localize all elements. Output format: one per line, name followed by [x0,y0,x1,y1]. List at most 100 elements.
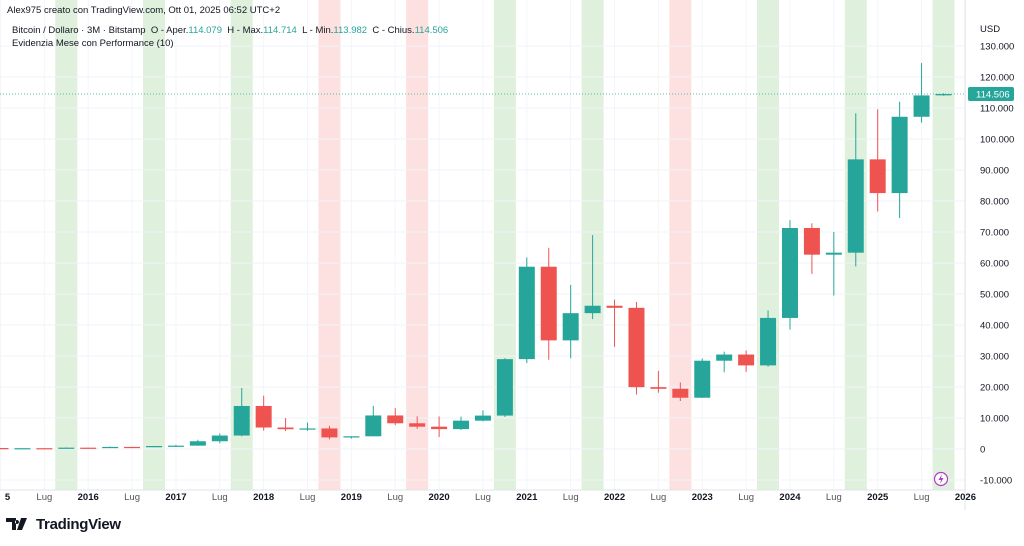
time-tick-label: 2021 [516,492,538,503]
logo-text: TradingView [36,516,121,533]
candle-body [869,159,886,194]
candle-body [36,448,53,450]
candle-body [496,359,513,416]
highlight-band [230,0,253,490]
candle-body [167,445,184,447]
candle-body [321,428,338,438]
highlight-band [932,0,955,490]
time-tick-label: 2024 [779,492,801,503]
candle-body [14,448,31,450]
candle-body [409,423,426,427]
candle-body [847,159,864,253]
candle-body [518,266,535,360]
price-tick-label: 80.000 [980,197,1009,208]
candle-body [891,116,908,194]
open-value: 114.079 [188,25,222,36]
price-tick-label: 60.000 [980,259,1009,270]
time-tick-label: 2017 [165,492,186,503]
time-tick-label: Lug [36,492,52,503]
time-tick-label: Lug [124,492,140,503]
time-tick-label: Lug [914,492,930,503]
highlight-band [757,0,780,490]
symbol-title[interactable]: Bitcoin / Dollaro · 3M · Bitstamp [12,25,146,36]
candle-body [716,354,733,361]
currency-label: USD [980,24,1000,35]
candle-body [80,447,97,449]
legend: Bitcoin / Dollaro · 3M · Bitstamp O - Ap… [12,24,448,50]
price-tick-label: 30.000 [980,352,1009,363]
highlight-band [318,0,341,490]
price-tick-label: 100.000 [980,135,1014,146]
candle-body [255,405,272,428]
time-tick-label: Lug [650,492,666,503]
candle-body [365,415,382,437]
price-tick-label: 40.000 [980,321,1009,332]
time-tick-label: Lug [212,492,228,503]
candle-body [343,436,360,438]
time-tick-label: 2025 [867,492,889,503]
time-tick-label: 2022 [604,492,625,503]
candle-body [825,252,842,255]
candle-body [694,360,711,398]
candle-body [672,388,689,398]
price-tick-label: 90.000 [980,166,1009,177]
low-label: L - Min. [302,25,334,36]
last-price-badge [968,87,1014,102]
candle-body [913,95,930,117]
candle-body [781,228,798,318]
candle-body [387,415,404,424]
last-price-label: 114.506 [976,90,1010,101]
time-tick-label: Lug [563,492,579,503]
candle-body [277,427,294,430]
high-label: H - Max. [227,25,264,36]
price-tick-label: 130.000 [980,42,1014,53]
candle-body [189,441,206,446]
price-tick-label: -10.000 [980,476,1012,487]
lightning-glyph-icon [938,474,944,484]
candle-body [124,446,141,449]
price-tick-label: 50.000 [980,290,1009,301]
highlight-band [669,0,692,490]
candle-body [0,448,9,450]
highlight-band [406,0,429,490]
candle-body [584,305,601,314]
highlight-band [55,0,78,490]
candle-body [58,447,75,449]
time-tick-label: Lug [300,492,316,503]
close-label: C - Chius. [372,25,415,36]
time-tick-label: 2019 [341,492,362,503]
price-tick-label: 70.000 [980,228,1009,239]
candle-body [474,415,491,421]
candle-body [738,354,755,366]
high-value: 114.714 [263,25,297,36]
price-tick-label: 10.000 [980,414,1009,425]
candle-body [431,426,448,430]
time-tick-label: 2026 [955,492,976,503]
time-tick-label: Lug [826,492,842,503]
candle-body [540,266,557,341]
author-credit: Alex975 creato con TradingView.com, Ott … [7,5,281,16]
time-tick-label: 2016 [78,492,99,503]
time-tick-label: Lug [738,492,754,503]
price-tick-label: 110.000 [980,104,1014,115]
candle-body [102,446,119,449]
price-tick-label: 20.000 [980,383,1009,394]
candle-body [606,305,623,308]
candle-body [760,317,777,366]
close-value: 114.506 [414,25,449,36]
candle-body [453,420,470,430]
time-tick-label: 2020 [429,492,450,503]
candle-body [211,435,228,442]
tradingview-logo-icon [6,517,27,530]
price-tick-label: 0 [980,445,985,456]
tradingview-logo[interactable]: TradingView [6,516,121,533]
candle-body [299,428,316,430]
open-label: O - Aper. [150,25,189,36]
time-tick-label: 5 [5,492,11,503]
indicator-label[interactable]: Evidenzia Mese con Performance (10) [12,38,174,49]
price-tick-label: 120.000 [980,73,1014,84]
highlight-band [143,0,166,490]
candle-body [146,446,163,448]
candle-body [233,405,250,436]
